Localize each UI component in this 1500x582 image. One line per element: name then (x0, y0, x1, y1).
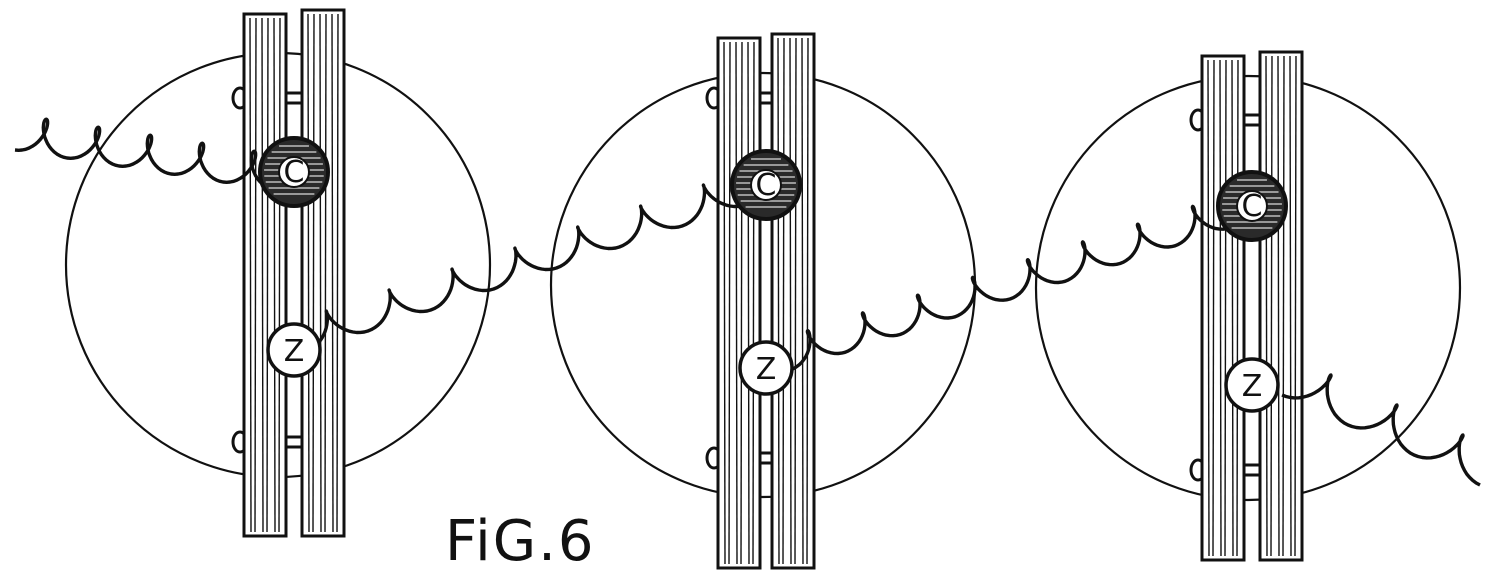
left-plank (1200, 54, 1246, 562)
zinc-label: Z (756, 352, 777, 387)
zinc-terminal: Z (738, 340, 794, 396)
cell-1 (64, 8, 492, 538)
cells-layer (64, 8, 1462, 570)
zinc-terminal: Z (266, 322, 322, 378)
right-plank (300, 8, 346, 538)
wires-layer (14, 117, 1481, 487)
left-plank (242, 12, 288, 538)
right-plank (770, 32, 816, 570)
link-wire-2 (789, 204, 1231, 372)
carbon-label: C (284, 155, 305, 190)
zinc-label: Z (284, 334, 305, 369)
carbon-label: C (1242, 189, 1263, 224)
zinc-terminal: Z (1224, 357, 1280, 413)
figure-caption: FiG.6 (445, 509, 596, 574)
left-plank (716, 36, 762, 570)
cell-2 (549, 32, 977, 570)
terminals-layer: C Z C Z C Z (258, 136, 1288, 413)
jar-outline (549, 71, 977, 499)
input-wire (14, 117, 276, 192)
zinc-label: Z (1242, 369, 1263, 404)
cell-3 (1034, 50, 1462, 562)
carbon-terminal: C (1216, 170, 1288, 242)
output-wire (1281, 373, 1481, 487)
right-plank (1258, 50, 1304, 562)
link-wire-1 (304, 183, 746, 354)
carbon-terminal: C (730, 149, 802, 221)
carbon-terminal: C (258, 136, 330, 208)
carbon-label: C (756, 168, 777, 203)
jar-outline (1034, 74, 1462, 502)
